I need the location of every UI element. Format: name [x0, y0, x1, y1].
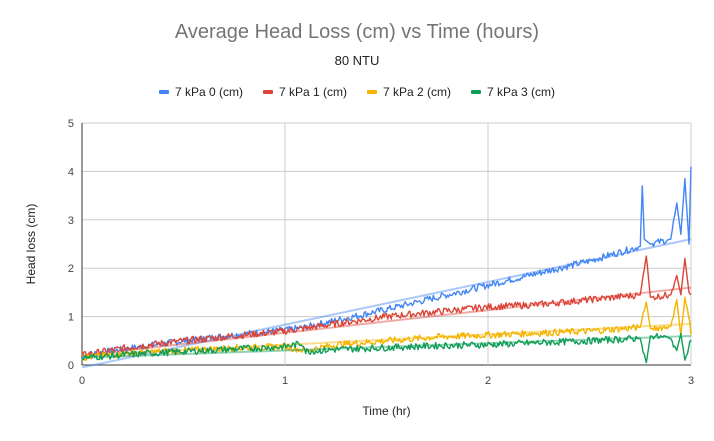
legend-label: 7 kPa 2 (cm) [383, 85, 452, 99]
series-line-1 [81, 255, 692, 358]
legend-swatch [471, 90, 482, 94]
series-line-0 [81, 166, 692, 359]
chart-title: Average Head Loss (cm) vs Time (hours) [174, 21, 540, 43]
trendline-series-0 [81, 238, 692, 369]
legend-item: 7 kPa 0 (cm) [158, 85, 243, 99]
x-tick-label: 1 [282, 375, 288, 387]
legend-item: 7 kPa 3 (cm) [471, 85, 555, 99]
legend-swatch [262, 90, 273, 94]
y-axis-label: Head loss (cm) [24, 204, 38, 285]
legend-label: 7 kPa 0 (cm) [174, 85, 243, 99]
legend: 7 kPa 0 (cm) 7 kPa 1 (cm) 7 kPa 2 (cm) 7 kP… [0, 85, 714, 99]
x-tick-label: 3 [688, 375, 694, 387]
trendline-series-1 [81, 286, 692, 357]
x-tick-label: 0 [79, 375, 85, 387]
legend-item: 7 kPa 2 (cm) [367, 85, 451, 99]
legend-label: 7 kPa 1 (cm) [278, 85, 347, 99]
legend-item: 7 kPa 1 (cm) [262, 85, 347, 99]
legend-label: 7 kPa 3 (cm) [487, 85, 556, 99]
series-line-2 [81, 296, 692, 362]
y-tick-label: 1 [68, 312, 74, 324]
x-tick-label: 2 [485, 375, 491, 387]
y-tick-label: 3 [68, 215, 74, 227]
x-axis-label: Time (hr) [362, 404, 410, 418]
y-tick-label: 0 [68, 360, 74, 372]
series-line-3 [81, 332, 692, 364]
y-tick-label: 5 [68, 118, 74, 130]
legend-swatch [158, 90, 169, 94]
y-tick-label: 4 [68, 166, 74, 178]
chart-subtitle: 80 NTU [334, 53, 380, 68]
legend-swatch [367, 90, 377, 94]
y-tick-label: 2 [68, 263, 74, 275]
